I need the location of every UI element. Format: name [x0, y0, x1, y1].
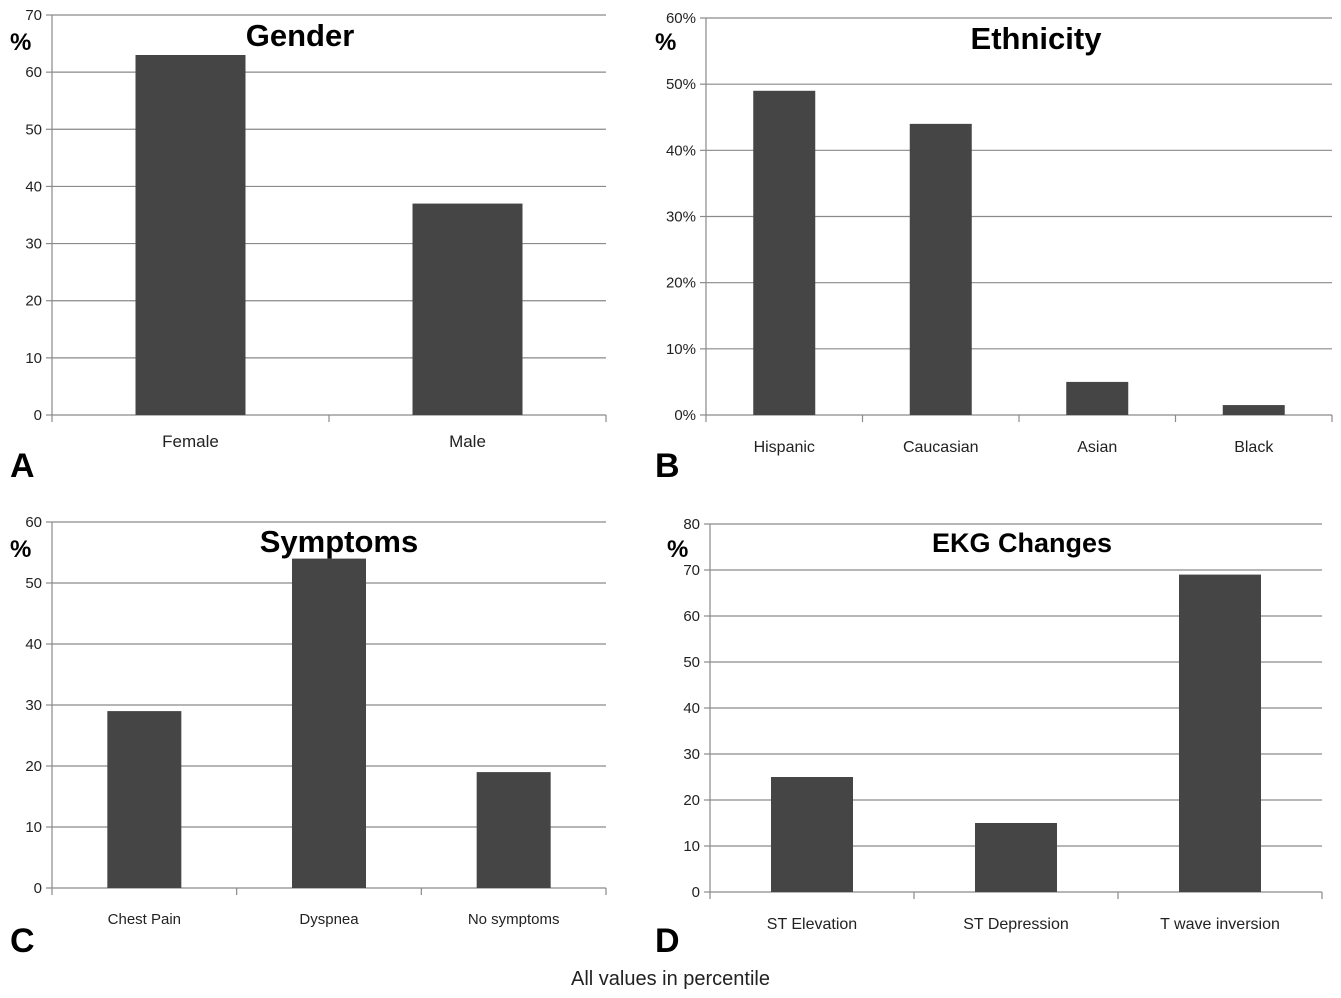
panel-label: A [10, 447, 35, 485]
y-tick-label: 40 [25, 178, 42, 195]
panel-label: C [10, 922, 35, 960]
x-tick-label: Male [449, 432, 486, 451]
bar-dyspnea [292, 558, 366, 888]
x-tick-label: ST Depression [963, 916, 1069, 933]
y-axis-label: % [655, 29, 676, 56]
y-tick-label: 70 [25, 7, 42, 24]
bar-asian [1066, 381, 1129, 415]
y-tick-label: 0 [692, 884, 700, 901]
y-tick-label: 40 [25, 636, 42, 653]
y-tick-label: 20% [666, 275, 696, 292]
x-tick-label: Female [162, 432, 219, 451]
y-tick-label: 20 [25, 758, 42, 775]
chart-title: Gender [246, 18, 355, 53]
chart-title: Ethnicity [971, 21, 1103, 56]
y-tick-label: 60 [683, 608, 700, 625]
y-tick-label: 50% [666, 76, 696, 93]
panel-label: B [655, 447, 680, 485]
y-axis-label: % [10, 29, 31, 56]
bar-male [412, 203, 523, 415]
x-tick-label: Chest Pain [108, 911, 181, 928]
bar-no-symptoms [476, 772, 551, 888]
x-tick-label: Caucasian [903, 439, 979, 456]
chart-title: EKG Changes [932, 528, 1112, 558]
y-axis-label: % [10, 536, 31, 563]
y-tick-label: 60 [25, 64, 42, 81]
bar-chest-pain [107, 711, 182, 888]
bar-st-depression [975, 823, 1057, 892]
bar-female [135, 55, 246, 415]
x-tick-label: No symptoms [468, 911, 560, 928]
y-tick-label: 60% [666, 10, 696, 27]
y-tick-label: 30 [25, 697, 42, 714]
y-axis-label: % [667, 536, 688, 563]
bar-caucasian [909, 123, 972, 415]
y-tick-label: 30 [25, 236, 42, 253]
y-tick-label: 20 [683, 792, 700, 809]
y-tick-label: 40% [666, 142, 696, 159]
figure-caption: All values in percentile [571, 968, 770, 990]
y-tick-label: 10% [666, 341, 696, 358]
chart-title: Symptoms [260, 524, 418, 559]
y-tick-label: 30% [666, 209, 696, 226]
y-tick-label: 60 [25, 514, 42, 531]
y-tick-label: 0 [34, 407, 42, 424]
y-tick-label: 50 [25, 121, 42, 138]
bar-t-wave-inversion [1179, 574, 1261, 892]
y-tick-label: 80 [683, 516, 700, 533]
x-tick-label: ST Elevation [767, 916, 857, 933]
y-tick-label: 30 [683, 746, 700, 763]
x-tick-label: Dyspnea [299, 911, 359, 928]
y-tick-label: 50 [25, 575, 42, 592]
y-tick-label: 10 [683, 838, 700, 855]
x-tick-label: Black [1234, 439, 1274, 456]
bar-st-elevation [771, 777, 853, 892]
bar-hispanic [753, 90, 816, 416]
panel-label: D [655, 922, 680, 960]
y-tick-label: 10 [25, 350, 42, 367]
y-tick-label: 20 [25, 293, 42, 310]
y-tick-label: 0 [34, 880, 42, 897]
x-tick-label: T wave inversion [1160, 916, 1280, 933]
bar-black [1222, 405, 1285, 415]
x-tick-label: Asian [1077, 439, 1117, 456]
x-tick-label: Hispanic [754, 439, 815, 456]
y-tick-label: 50 [683, 654, 700, 671]
y-tick-label: 10 [25, 819, 42, 836]
y-tick-label: 70 [683, 562, 700, 579]
y-tick-label: 40 [683, 700, 700, 717]
y-tick-label: 0% [674, 407, 696, 424]
